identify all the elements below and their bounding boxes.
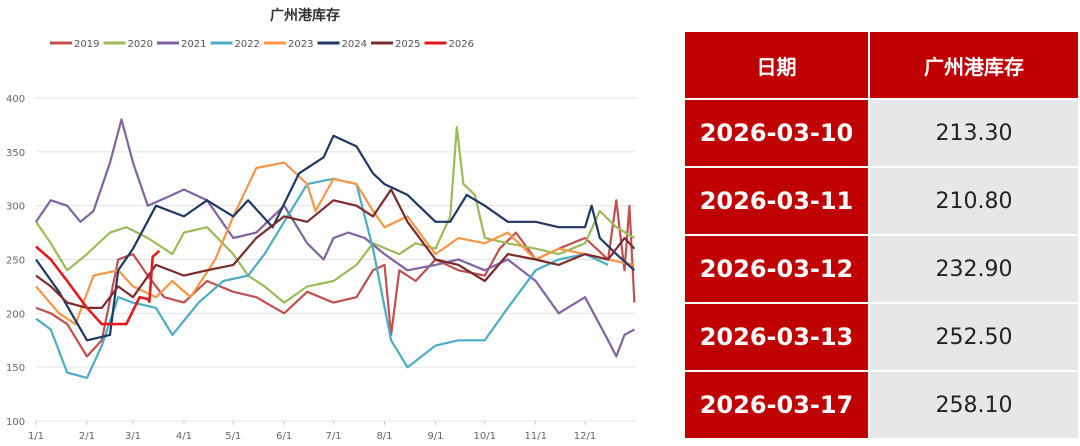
y-tick-label: 250 — [6, 256, 25, 267]
x-tick-label: 12/1 — [574, 431, 596, 442]
x-tick-label: 1/1 — [28, 431, 44, 442]
table-row: 2026-03-12 232.90 — [683, 234, 1080, 304]
y-tick-label: 400 — [6, 94, 25, 105]
series-line-2022 — [35, 177, 609, 379]
series-lines — [35, 118, 636, 379]
date-cell: 2026-03-11 — [683, 166, 870, 236]
x-tick-label: 5/1 — [225, 431, 241, 442]
y-tick-label: 300 — [6, 202, 25, 213]
date-cell: 2026-03-12 — [683, 234, 870, 304]
series-line-2023 — [35, 161, 635, 326]
table-row: 2026-03-10 213.30 — [683, 98, 1080, 168]
legend: 2019 2020 2021 2022 2023 2024 2025 2026 — [50, 39, 474, 50]
y-tick-label: 350 — [6, 148, 25, 159]
value-cell: 232.90 — [868, 234, 1080, 304]
x-tick-label: 3/1 — [125, 431, 141, 442]
inventory-line-chart: 广州港库存 2019 2020 2021 2022 2023 2024 2025 2026 1… — [6, 7, 636, 442]
series-line-2024 — [35, 134, 636, 342]
legend-label: 2026 — [449, 39, 474, 50]
legend-label: 2019 — [74, 39, 99, 50]
x-tick-label: 7/1 — [325, 431, 341, 442]
x-tick-label: 8/1 — [376, 431, 392, 442]
x-tick-label: 11/1 — [524, 431, 546, 442]
x-tick-label: 4/1 — [176, 431, 192, 442]
series-line-2025 — [35, 188, 636, 309]
date-cell: 2026-03-10 — [683, 98, 870, 168]
header-inventory: 广州港库存 — [868, 30, 1080, 100]
value-cell: 213.30 — [868, 98, 1080, 168]
y-tick-label: 150 — [6, 363, 25, 374]
x-tick-label: 9/1 — [427, 431, 443, 442]
date-cell: 2026-03-13 — [683, 302, 870, 372]
legend-label: 2025 — [395, 39, 420, 50]
value-cell: 258.10 — [868, 370, 1080, 440]
inventory-table: 日期 广州港库存 2026-03-10 213.30 2026-03-11 210.… — [683, 30, 1080, 440]
legend-label: 2020 — [128, 39, 153, 50]
value-cell: 252.50 — [868, 302, 1080, 372]
table-row: 2026-03-17 258.10 — [683, 370, 1080, 440]
table-row: 2026-03-13 252.50 — [683, 302, 1080, 372]
legend-label: 2022 — [235, 39, 260, 50]
series-line-2021 — [35, 118, 635, 358]
x-tick-label: 6/1 — [276, 431, 292, 442]
legend-label: 2023 — [288, 39, 313, 50]
header-date: 日期 — [683, 30, 870, 100]
x-tick-label: 2/1 — [79, 431, 95, 442]
value-cell: 210.80 — [868, 166, 1080, 236]
series-line-2026 — [35, 245, 161, 326]
y-tick-label: 100 — [6, 417, 25, 428]
x-tick-label: 10/1 — [474, 431, 496, 442]
table-row: 2026-03-11 210.80 — [683, 166, 1080, 236]
legend-label: 2021 — [181, 39, 206, 50]
date-cell: 2026-03-17 — [683, 370, 870, 440]
legend-label: 2024 — [342, 39, 367, 50]
series-line-2020 — [35, 126, 635, 304]
chart-title: 广州港库存 — [270, 7, 340, 24]
y-tick-label: 200 — [6, 309, 25, 320]
